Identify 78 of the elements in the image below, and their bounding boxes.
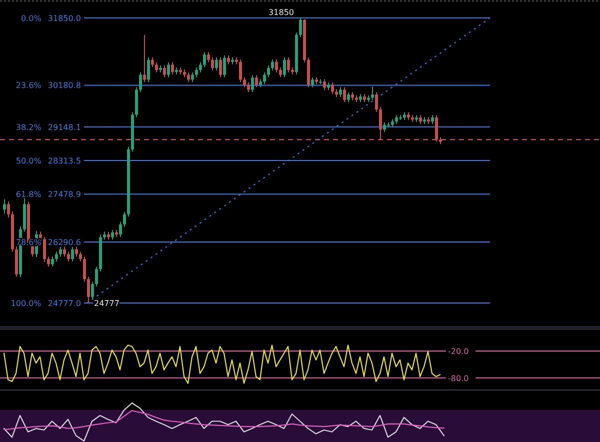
candlestick: [83, 256, 86, 282]
candlestick: [211, 56, 214, 71]
candlestick: [251, 74, 254, 93]
annotation: 61.8%: [16, 190, 42, 200]
line-series: [3, 344, 441, 384]
candlestick: [47, 256, 50, 268]
y-tick-label: -80.0: [448, 374, 469, 383]
candlestick: [91, 281, 94, 300]
candlestick: [299, 17, 302, 38]
candlestick: [167, 62, 170, 78]
candlestick: [267, 65, 270, 78]
candlestick: [3, 198, 6, 214]
candlestick: [279, 67, 282, 78]
candlestick: [111, 229, 114, 240]
candlestick: [219, 56, 222, 78]
candlestick: [79, 251, 82, 262]
y-tick-label: 28313.5: [48, 156, 81, 166]
candlestick: [347, 92, 350, 103]
candlestick: [123, 211, 126, 228]
candlestick: [339, 86, 342, 98]
candlestick: [223, 54, 226, 78]
candlestick: [311, 77, 314, 88]
candlestick: [163, 65, 166, 78]
candlestick: [271, 58, 274, 71]
candlestick: [75, 246, 78, 258]
candlestick: [95, 266, 98, 287]
y-tick-label: -20.0: [448, 346, 469, 356]
candlestick: [139, 72, 142, 93]
candlestick: [435, 114, 438, 142]
y-tick-label: 30180.8: [48, 81, 81, 90]
candlestick: [171, 62, 174, 75]
candlestick: [323, 78, 326, 91]
candlestick: [375, 92, 378, 112]
candlestick: [263, 72, 266, 85]
annotation: 50.0%: [16, 156, 42, 166]
candlestick: [239, 58, 242, 83]
candlestick: [283, 56, 286, 78]
candlestick: [371, 86, 374, 101]
annotation: 23.6%: [16, 81, 42, 90]
candlestick: [199, 62, 202, 73]
candlestick: [255, 74, 258, 88]
y-tick-label: 29148.1: [48, 122, 81, 132]
y-tick-label: 31850.0: [48, 14, 81, 23]
annotation: 0.0%: [20, 14, 42, 23]
candlestick: [151, 56, 154, 68]
candlestick: [247, 82, 250, 93]
candlestick: [147, 56, 150, 83]
y-tick-label: 24777.0: [48, 299, 81, 308]
candlestick: [379, 106, 382, 140]
candlestick: [383, 122, 386, 133]
annotation: 38.2%: [16, 122, 42, 132]
candlestick: [119, 221, 122, 238]
y-tick-label: 27478.9: [48, 190, 81, 200]
candlestick: [55, 251, 58, 262]
candlestick: [187, 72, 190, 83]
annotation: 100.0%: [10, 299, 42, 308]
candlestick: [143, 34, 146, 83]
candlestick: [51, 256, 54, 267]
candlestick: [191, 72, 194, 83]
candlestick: [243, 76, 246, 88]
candlestick: [7, 200, 10, 218]
candlestick: [71, 246, 74, 262]
candlestick: [203, 52, 206, 68]
candlestick: [63, 246, 66, 258]
candlestick: [195, 67, 198, 78]
candlestick: [87, 276, 90, 304]
candlestick: [331, 82, 334, 95]
candlestick: [155, 62, 158, 73]
candlestick: [343, 86, 346, 103]
candlestick: [215, 56, 218, 71]
candlestick: [275, 58, 278, 73]
y-tick-label: 26290.6: [48, 238, 81, 248]
annotation: 31850: [268, 8, 294, 17]
candlestick: [59, 246, 62, 258]
candlestick: [287, 56, 290, 73]
candlestick: [43, 236, 46, 262]
candlestick: [67, 251, 70, 262]
candlestick: [207, 52, 210, 63]
